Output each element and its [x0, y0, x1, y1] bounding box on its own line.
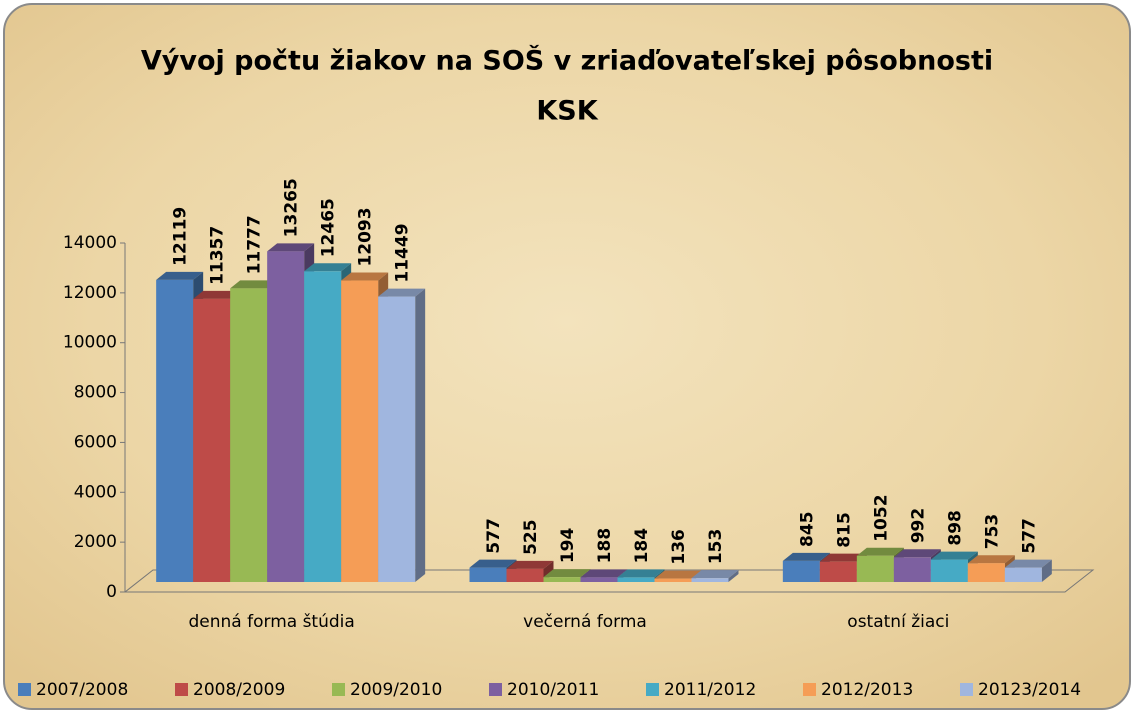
bar-top [782, 552, 830, 561]
bar-top [543, 569, 591, 578]
data-label: 184 [632, 528, 652, 564]
legend-label: 2012/2013 [821, 680, 913, 700]
data-label: 577 [484, 518, 504, 554]
bar [782, 560, 820, 582]
bar-top [856, 547, 904, 556]
data-label: 153 [706, 529, 726, 565]
data-label: 1052 [871, 494, 891, 541]
bar-top [469, 559, 517, 568]
data-label: 992 [908, 508, 928, 544]
bar-side [728, 570, 739, 582]
y-tick-label: 0 [106, 582, 117, 602]
bar-top [193, 290, 241, 299]
bar-top [580, 569, 628, 578]
bar-top [691, 570, 739, 579]
bar [469, 567, 507, 582]
bar [819, 561, 857, 582]
bar-top [267, 243, 315, 252]
x-tick-label: večerná forma [523, 612, 647, 632]
legend-swatch [18, 683, 31, 696]
bar-top [893, 549, 941, 558]
bar [267, 251, 305, 582]
data-label: 577 [1019, 518, 1039, 554]
x-tick-label: denná forma štúdia [189, 612, 355, 632]
y-tick-label: 8000 [74, 383, 117, 403]
legend-label: 2010/2011 [507, 680, 599, 700]
bar [193, 298, 231, 582]
bar [691, 578, 729, 582]
legend-swatch [332, 683, 345, 696]
data-label: 194 [558, 528, 578, 564]
bar-top [378, 288, 426, 297]
data-label: 11357 [208, 226, 228, 285]
bar-top [230, 280, 278, 289]
data-label: 815 [834, 512, 854, 548]
legend-swatch [646, 683, 659, 696]
data-label: 12465 [319, 198, 339, 257]
data-label: 11449 [393, 223, 413, 282]
bar-side [1041, 559, 1052, 582]
floor [123, 569, 1095, 593]
x-tick-label: ostatní žiaci [847, 612, 949, 632]
legend-label: 2011/2012 [664, 680, 756, 700]
bar-top [341, 272, 389, 281]
y-tick-label: 4000 [74, 482, 117, 502]
chart-title: Vývoj počtu žiakov na SOŠ v zriaďovateľs… [141, 45, 993, 77]
data-label: 188 [595, 528, 615, 564]
legend-label: 2009/2010 [350, 680, 442, 700]
bar-top [654, 570, 702, 579]
y-tick-label: 14000 [63, 233, 117, 253]
legend-label: 2008/2009 [193, 680, 285, 700]
legend-label: 2007/2008 [36, 680, 128, 700]
y-tick-label: 2000 [74, 532, 117, 552]
bar [543, 577, 581, 582]
legend-swatch [489, 683, 502, 696]
legend-label: 20123/2014 [978, 680, 1081, 700]
bar [654, 578, 692, 582]
bar-side [415, 288, 426, 582]
chart-title: KSK [536, 96, 598, 127]
data-label: 11777 [245, 215, 265, 274]
bar-top [967, 555, 1015, 564]
data-label: 136 [669, 529, 689, 565]
bar [893, 557, 931, 582]
data-label: 898 [945, 510, 965, 546]
bar [341, 280, 379, 582]
bar [156, 279, 194, 582]
legend-swatch [803, 683, 816, 696]
bar [378, 296, 416, 582]
y-tick-label: 10000 [63, 333, 117, 353]
bar [580, 577, 618, 582]
bar [617, 577, 655, 582]
bar [930, 559, 968, 582]
bar [1004, 567, 1042, 582]
bar-top [1004, 559, 1052, 568]
data-label: 12119 [171, 207, 191, 266]
bar-top [617, 569, 665, 578]
bar-top [506, 560, 554, 569]
bar [967, 563, 1005, 582]
y-tick-label: 6000 [74, 432, 117, 452]
bar [230, 288, 268, 582]
legend-swatch [175, 683, 188, 696]
bar-top [156, 271, 204, 280]
bar-top [930, 551, 978, 560]
y-tick-label: 12000 [63, 283, 117, 303]
bar [506, 568, 544, 582]
bar [856, 555, 894, 582]
bar [304, 271, 342, 582]
data-label: 13265 [282, 178, 302, 237]
data-label: 845 [797, 511, 817, 547]
bar-top [819, 553, 867, 562]
data-label: 525 [521, 519, 541, 555]
bar-top [304, 263, 352, 272]
data-label: 12093 [356, 207, 376, 266]
data-label: 753 [982, 514, 1002, 549]
legend-swatch [960, 683, 973, 696]
